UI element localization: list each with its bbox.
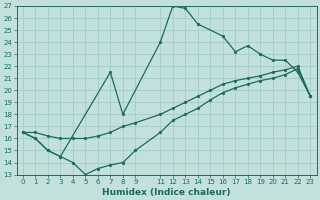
X-axis label: Humidex (Indice chaleur): Humidex (Indice chaleur): [102, 188, 231, 197]
